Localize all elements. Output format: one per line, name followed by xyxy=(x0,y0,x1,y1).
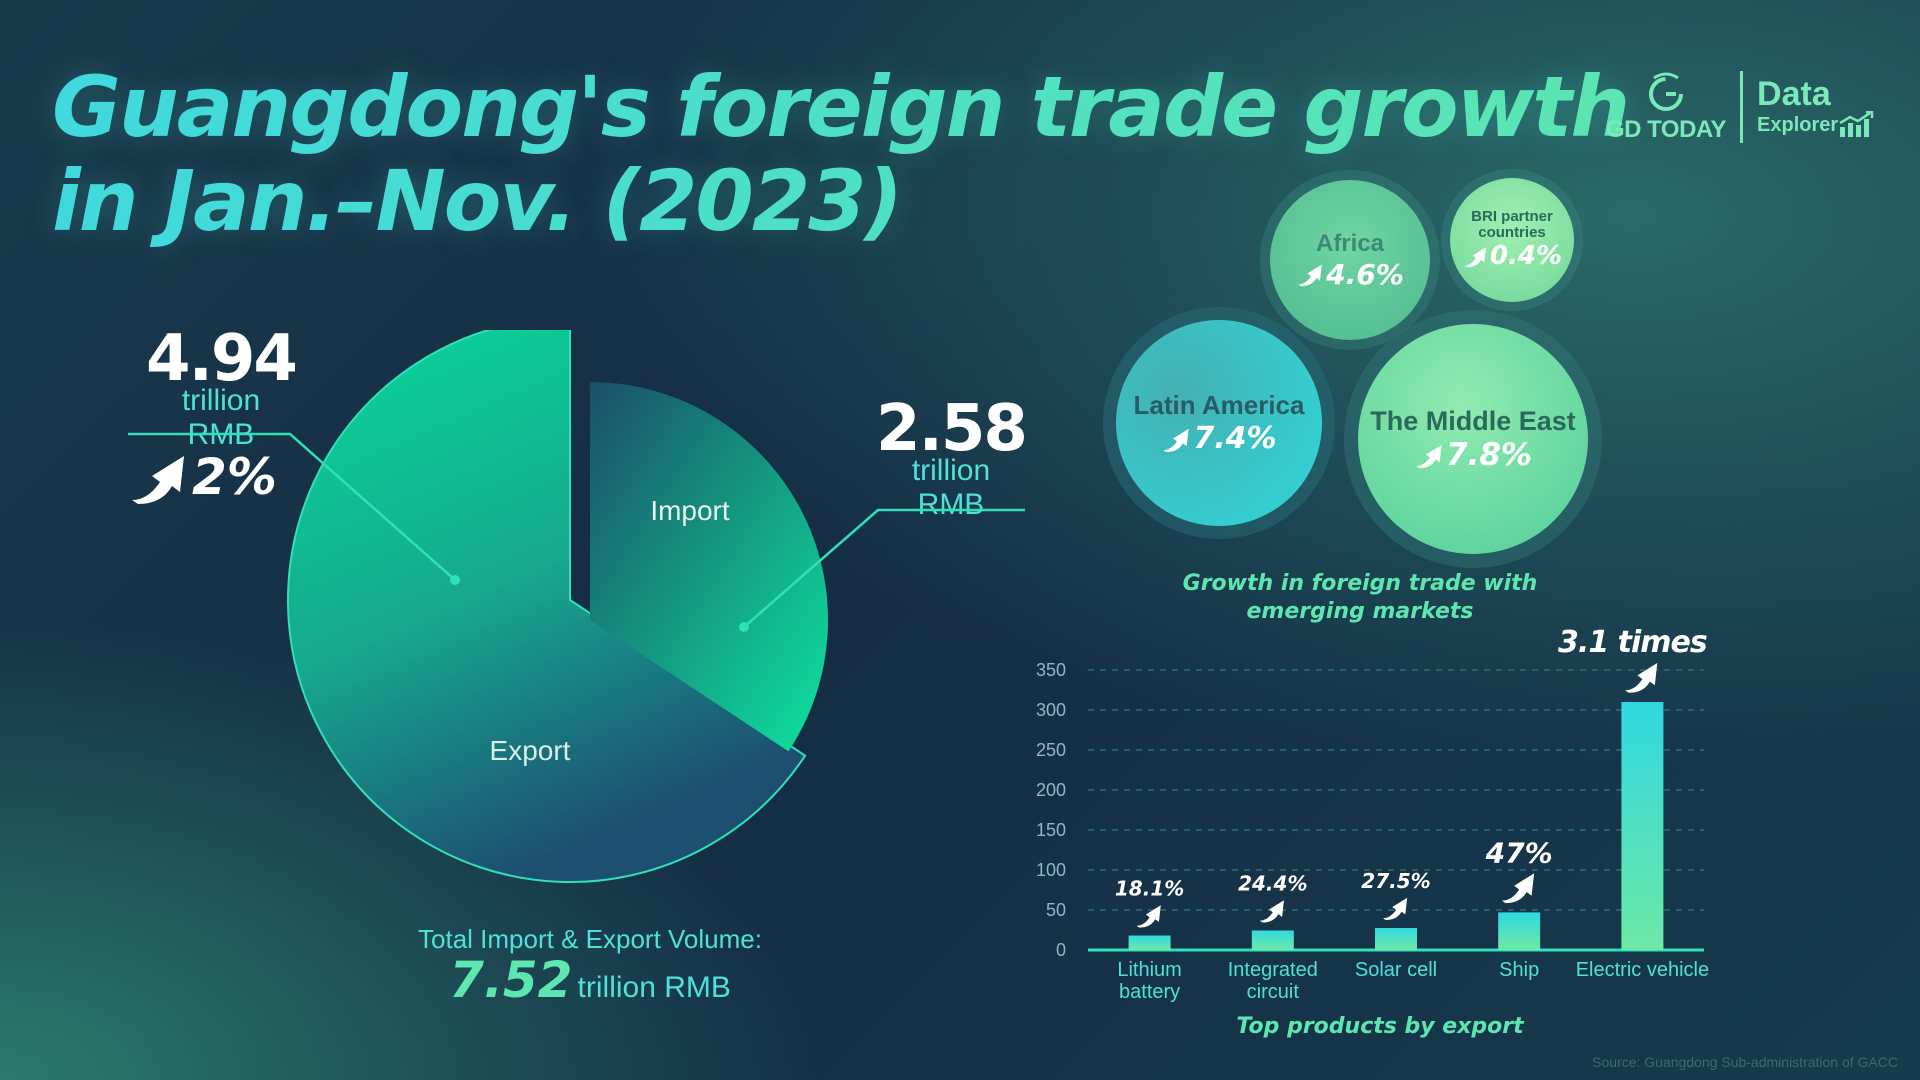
title-line-2: in Jan.–Nov. (2023) xyxy=(52,152,903,250)
bubble-bri-label-line-1: BRI partner xyxy=(1471,208,1553,225)
data-explorer-line-2: Explorer xyxy=(1757,114,1839,136)
brand-logo: GD TODAY Data Explorer xyxy=(1606,70,1874,144)
bar-electric-vehicle xyxy=(1621,702,1664,950)
x-tick-label: Lithium xyxy=(1117,959,1181,981)
import-annotation: 2.58 trillion RMB xyxy=(876,392,1028,522)
up-arrow-icon xyxy=(1625,662,1658,693)
bar-data-label: 47% xyxy=(1485,836,1553,869)
bar-growth-icon xyxy=(1839,111,1874,137)
up-arrow-icon xyxy=(1259,900,1284,923)
x-tick-label: battery xyxy=(1119,981,1180,1003)
total-volume: Total Import & Export Volume: 7.52 trill… xyxy=(390,924,790,1009)
bubble-africa-label: Africa xyxy=(1315,229,1385,257)
pie-label-import: Import xyxy=(650,495,730,526)
x-tick-label: Electric vehicle xyxy=(1576,959,1709,981)
bubbles-caption-line-2: emerging markets xyxy=(1246,599,1474,624)
up-arrow-icon xyxy=(1163,428,1189,452)
bubble-latin-america-label: Latin America xyxy=(1133,390,1305,420)
import-value: 2.58 xyxy=(876,392,1028,466)
export-products-bar-chart: 0 50 100 150 200 250 300 350 18.1% Lithiumbatter… xyxy=(1036,625,1709,1003)
data-explorer-line-1: Data xyxy=(1757,75,1831,113)
y-tick-label: 200 xyxy=(1036,780,1066,800)
bubble-latin-america: Latin America 7.4% xyxy=(1116,320,1322,526)
bubble-middle-east-label: The Middle East xyxy=(1370,405,1576,436)
bubble-bri-value: 0.4% xyxy=(1489,241,1563,271)
x-tick-label: Ship xyxy=(1499,959,1539,981)
bar-lithium-battery xyxy=(1128,935,1171,950)
trade-pie-chart: Export Import xyxy=(287,330,829,883)
logo-divider xyxy=(1740,71,1744,143)
bubble-latin-america-value: 7.4% xyxy=(1193,421,1277,456)
source-note: Source: Guangdong Sub-administration of … xyxy=(1592,1054,1898,1070)
bubble-bri: BRI partner countries 0.4% xyxy=(1450,178,1574,302)
gd-today-logo: GD TODAY xyxy=(1606,70,1727,144)
up-arrow-icon xyxy=(1501,873,1535,904)
export-growth: 2% xyxy=(128,448,277,506)
y-tick-label: 50 xyxy=(1046,900,1066,920)
x-tick-label: Solar cell xyxy=(1355,959,1437,981)
export-annotation: 4.94 trillion RMB xyxy=(146,322,298,452)
x-tick-label: Integrated xyxy=(1228,959,1318,981)
y-tick-label: 300 xyxy=(1036,700,1066,720)
title-line-1: Guangdong's foreign trade growth xyxy=(52,58,1630,156)
up-arrow-icon xyxy=(1382,897,1408,921)
gd-today-label: GD TODAY xyxy=(1606,116,1727,143)
bubble-africa-value: 4.6% xyxy=(1326,257,1404,291)
y-tick-label: 150 xyxy=(1036,820,1066,840)
y-tick-label: 250 xyxy=(1036,740,1066,760)
up-arrow-icon xyxy=(1298,264,1322,287)
export-growth-value: 2% xyxy=(192,448,277,506)
bar-ship xyxy=(1498,912,1541,950)
x-tick-label: circuit xyxy=(1247,981,1300,1003)
up-arrow-icon xyxy=(1416,444,1442,468)
export-value: 4.94 xyxy=(146,322,298,396)
bar-data-label: 18.1% xyxy=(1115,877,1184,901)
y-tick-label: 0 xyxy=(1056,940,1066,960)
bar-caption: Top products by export xyxy=(1236,1014,1524,1039)
y-tick-label: 350 xyxy=(1036,660,1066,680)
bubble-middle-east-value: 7.8% xyxy=(1446,436,1532,473)
bubble-bri-label: BRI partner countries xyxy=(1471,209,1553,241)
bubble-bri-label-line-2: countries xyxy=(1478,224,1546,241)
bar-data-label: 24.4% xyxy=(1238,871,1307,895)
data-explorer-logo: Data Explorer xyxy=(1757,77,1874,137)
bar-data-label: 3.1 times xyxy=(1558,625,1707,660)
pie-slice-import xyxy=(590,382,829,752)
page-title: Guangdong's foreign trade growth in Jan.… xyxy=(52,58,1630,250)
bar-data-label: 27.5% xyxy=(1361,869,1430,893)
total-label: Total Import & Export Volume: xyxy=(418,924,762,954)
pie-label-export: Export xyxy=(490,735,571,766)
up-arrow-icon xyxy=(132,456,184,504)
bar-solar-cell xyxy=(1375,928,1417,950)
total-unit: trillion RMB xyxy=(577,971,731,1004)
bubble-middle-east: The Middle East 7.8% xyxy=(1358,324,1588,554)
bar-integrated-circuit xyxy=(1251,930,1294,950)
bubbles-caption-line-1: Growth in foreign trade with xyxy=(1182,571,1538,596)
total-value: 7.52 xyxy=(449,951,573,1009)
gd-today-logo-icon xyxy=(1649,72,1684,111)
up-arrow-icon xyxy=(1464,247,1486,268)
bubble-africa: Africa 4.6% xyxy=(1270,180,1430,340)
bubbles-caption: Growth in foreign trade with emerging ma… xyxy=(1160,570,1560,626)
y-tick-label: 100 xyxy=(1036,860,1066,880)
up-arrow-icon xyxy=(1136,905,1161,928)
